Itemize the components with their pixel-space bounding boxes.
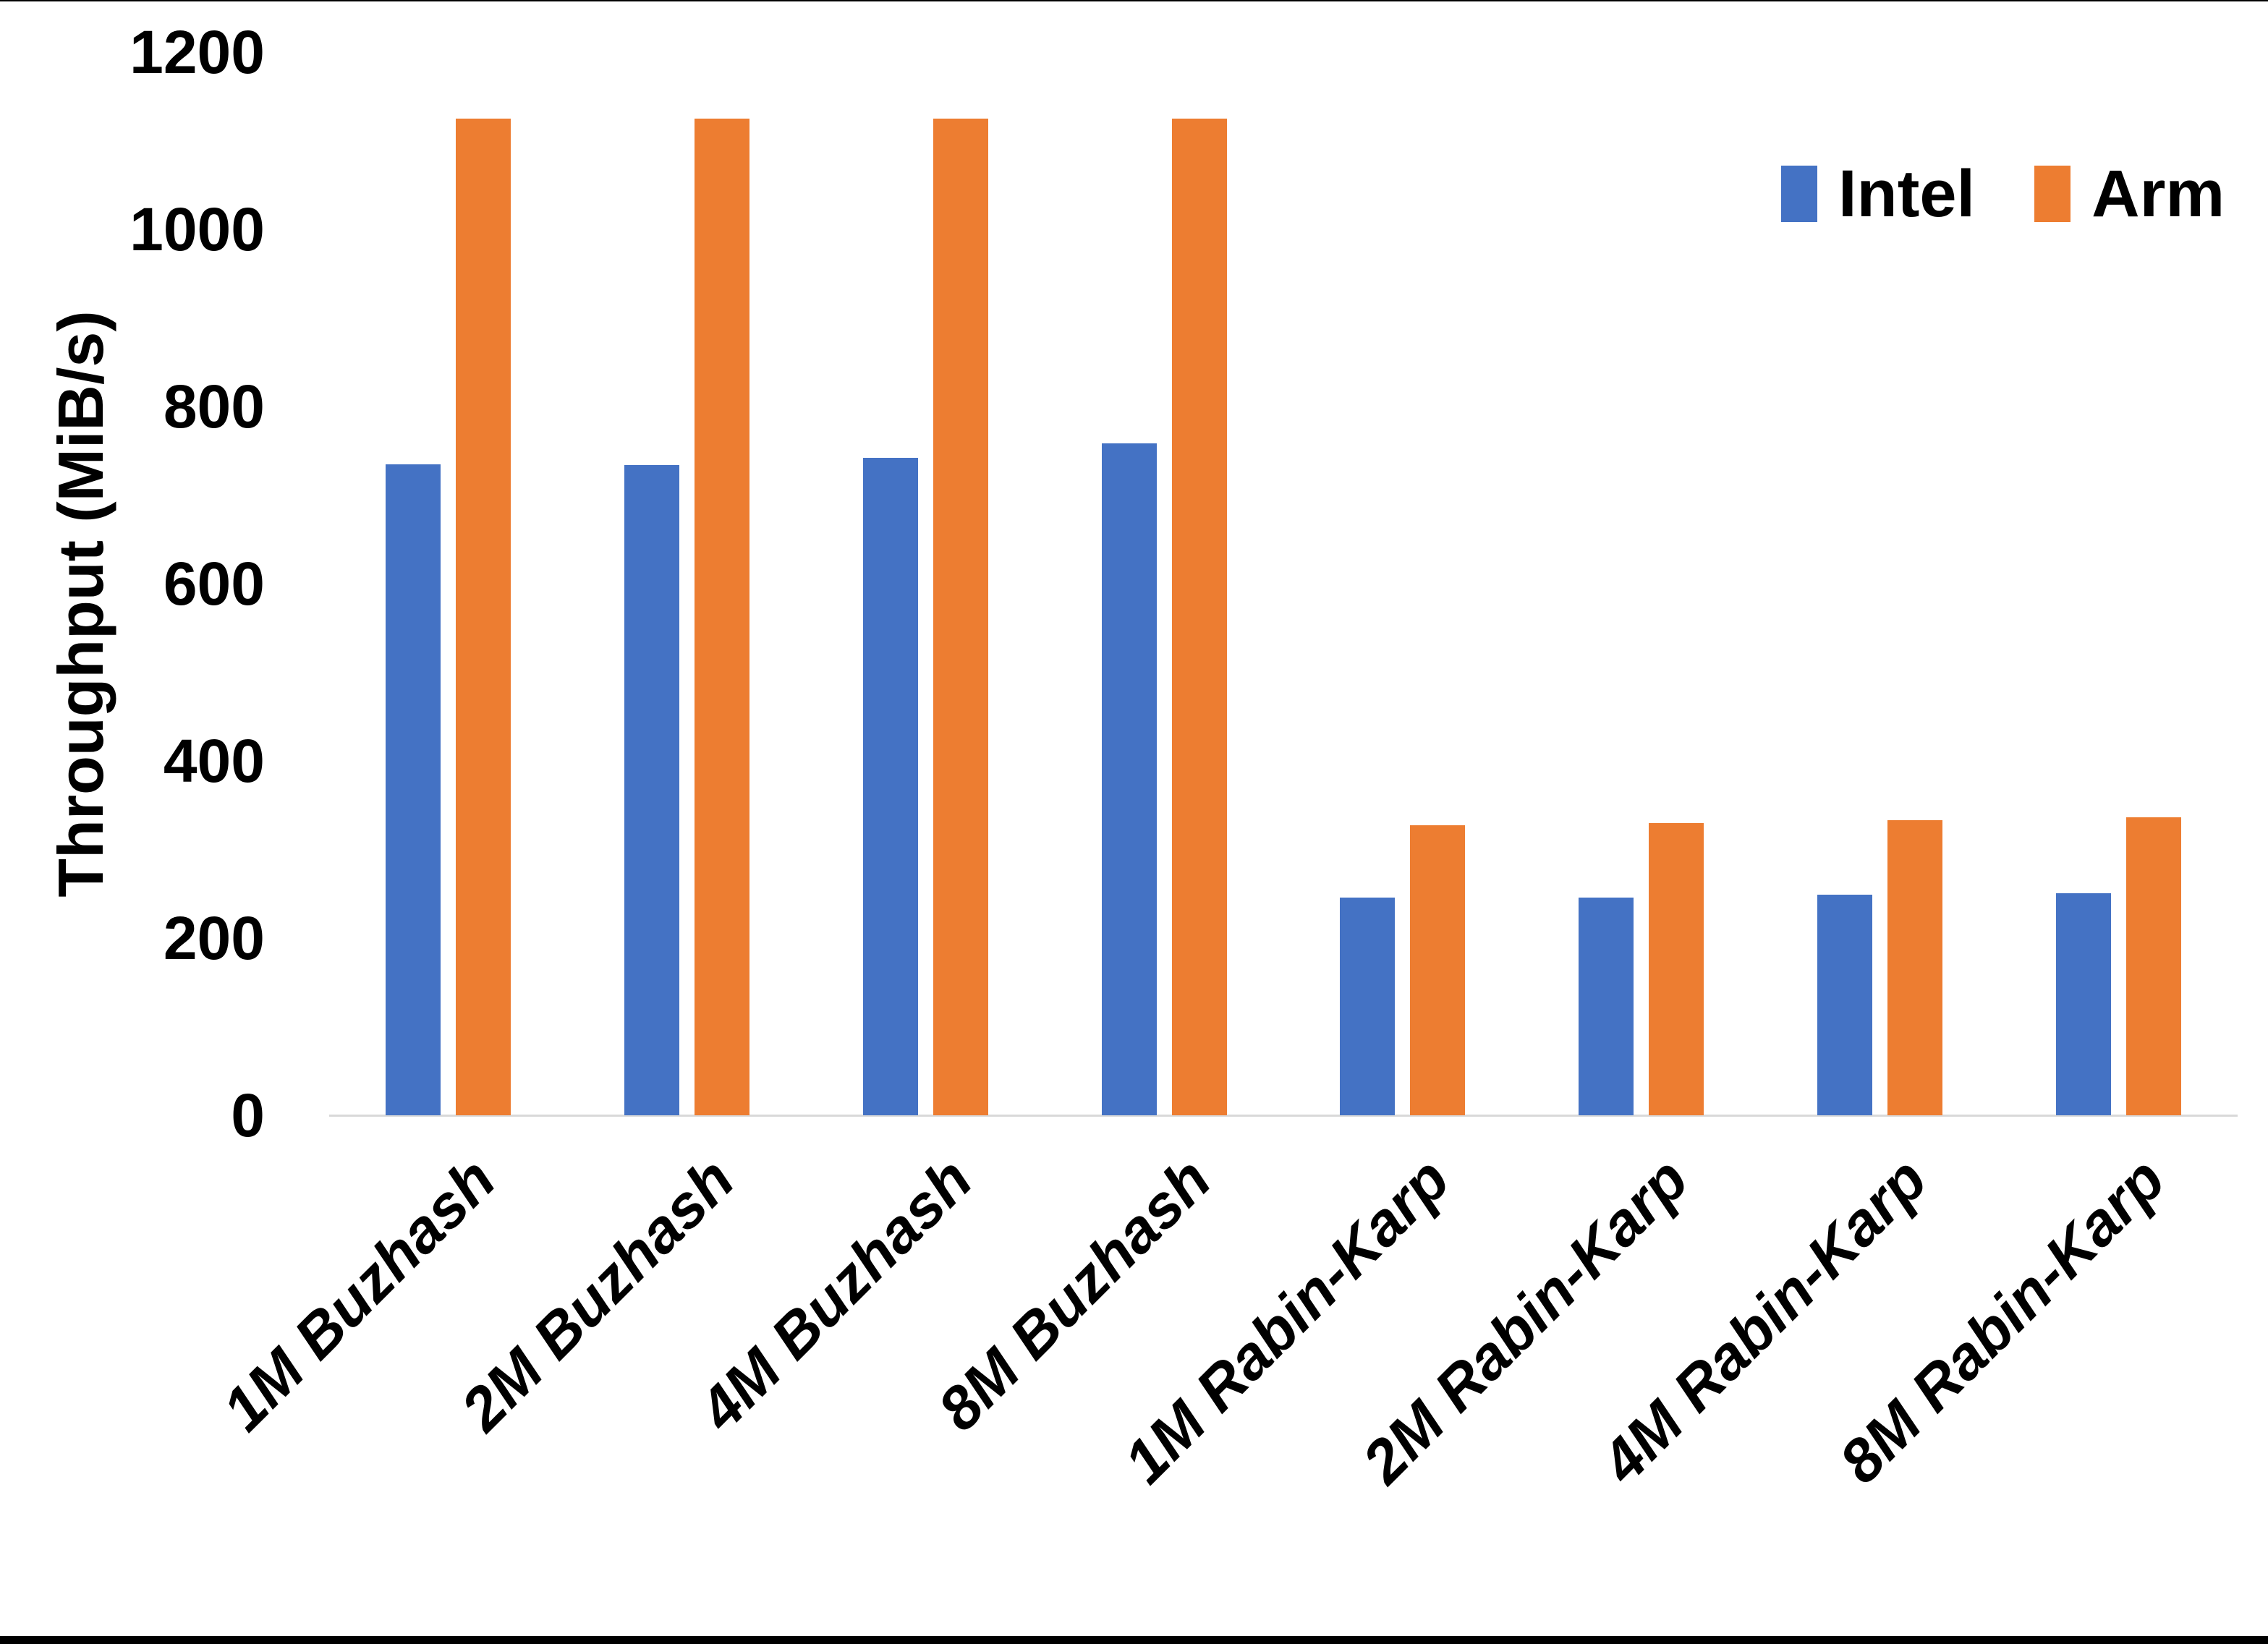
bar-group-1m-buzhash xyxy=(329,118,568,1115)
legend-label-arm: Arm xyxy=(2091,157,2225,231)
bar-intel-4m-buzhash xyxy=(862,458,918,1115)
y-tick-label-1200: 1200 xyxy=(129,18,265,86)
y-tick-label-200: 200 xyxy=(163,904,265,972)
bar-intel-4m-rabin-karp xyxy=(1817,894,1872,1115)
bar-intel-2m-buzhash xyxy=(624,464,680,1115)
legend-swatch-arm xyxy=(2034,166,2071,222)
bar-group-8m-rabin-karp xyxy=(1999,817,2238,1115)
plot-area xyxy=(329,52,2238,1115)
x-axis-line xyxy=(329,1115,2238,1117)
y-tick-label-1000: 1000 xyxy=(129,195,265,263)
bar-arm-2m-rabin-karp xyxy=(1649,822,1704,1115)
bar-arm-1m-buzhash xyxy=(456,118,511,1115)
bottom-frame-line xyxy=(0,1636,2268,1644)
bar-arm-2m-buzhash xyxy=(695,118,750,1115)
bar-intel-1m-rabin-karp xyxy=(1340,897,1396,1115)
bar-arm-1m-rabin-karp xyxy=(1410,825,1466,1115)
y-tick-label-800: 800 xyxy=(163,372,265,440)
bar-intel-8m-buzhash xyxy=(1101,443,1157,1115)
legend-swatch-intel xyxy=(1781,166,1817,222)
y-tick-label-400: 400 xyxy=(163,727,265,795)
bar-arm-4m-rabin-karp xyxy=(1887,820,1942,1115)
bar-group-2m-buzhash xyxy=(568,118,807,1115)
bar-group-8m-buzhash xyxy=(1045,118,1283,1115)
legend: Intel Arm xyxy=(1781,161,2225,227)
bar-intel-1m-buzhash xyxy=(386,464,441,1115)
bar-intel-8m-rabin-karp xyxy=(2055,893,2111,1115)
y-tick-label-0: 0 xyxy=(231,1081,265,1149)
legend-label-intel: Intel xyxy=(1838,157,1976,231)
legend-item-arm: Arm xyxy=(2034,161,2225,227)
bar-arm-8m-rabin-karp xyxy=(2125,817,2181,1115)
bar-arm-4m-buzhash xyxy=(933,118,988,1115)
legend-item-intel: Intel xyxy=(1781,161,1975,227)
top-frame-line xyxy=(0,0,2268,1)
bar-arm-8m-buzhash xyxy=(1171,118,1227,1115)
bar-group-4m-rabin-karp xyxy=(1761,820,2000,1115)
bar-group-2m-rabin-karp xyxy=(1522,822,1761,1115)
y-tick-label-600: 600 xyxy=(163,550,265,618)
bar-intel-2m-rabin-karp xyxy=(1579,897,1634,1115)
bar-group-1m-rabin-karp xyxy=(1283,825,1522,1115)
bar-group-4m-buzhash xyxy=(807,118,1045,1115)
